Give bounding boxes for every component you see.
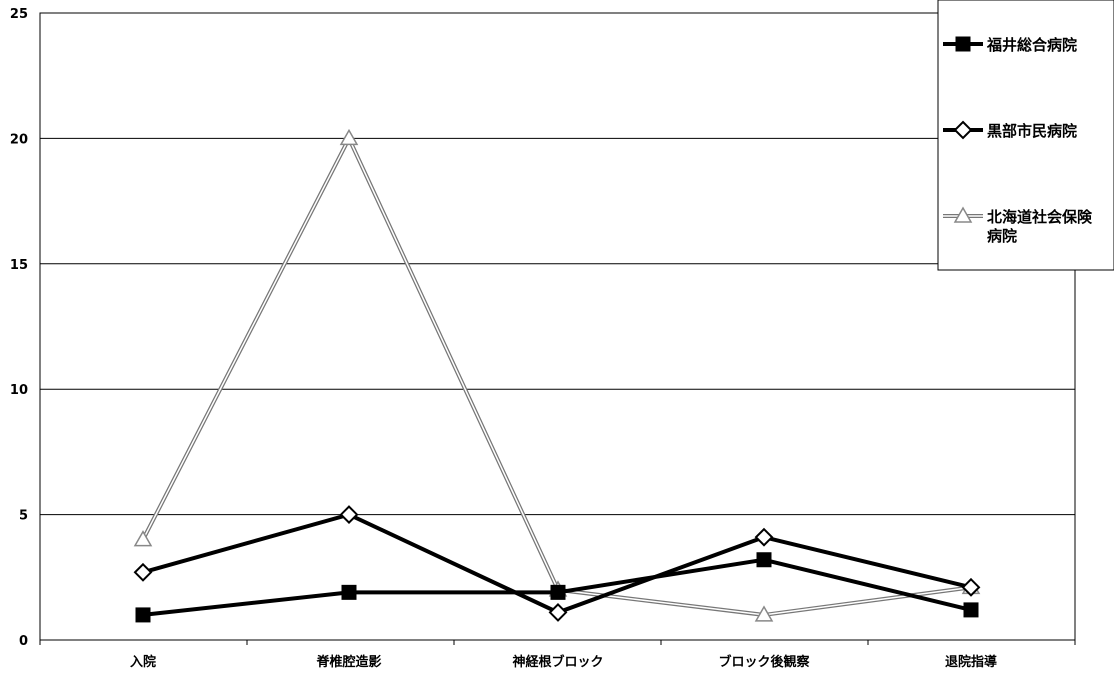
- x-tick-label: 神経根ブロック: [512, 654, 603, 670]
- gridlines: [40, 12, 1075, 641]
- y-axis: 0 5 10 15 20 25: [10, 7, 28, 649]
- y-tick-label: 10: [10, 383, 28, 398]
- data-point: [756, 552, 772, 568]
- legend-label: 福井総合病院: [986, 36, 1077, 54]
- legend-swatch-marker: [953, 120, 973, 140]
- series-2: [133, 128, 981, 622]
- series-1: [133, 505, 981, 622]
- data-point: [133, 530, 153, 547]
- data-point: [754, 527, 774, 547]
- x-tick-label: 入院: [130, 654, 156, 670]
- data-point: [341, 584, 357, 600]
- x-tick-label: 退院指導: [945, 654, 997, 670]
- data-point: [339, 505, 359, 525]
- series-0: [135, 552, 979, 623]
- y-tick-label: 5: [19, 509, 28, 524]
- legend-label: 病院: [987, 227, 1017, 245]
- series-line: [142, 136, 972, 616]
- data-point: [135, 607, 151, 623]
- data-point: [550, 584, 566, 600]
- series-line-outline: [141, 133, 972, 617]
- y-tick-label: 15: [10, 258, 28, 273]
- legend-label: 北海道社会保険: [987, 208, 1093, 226]
- x-tick-label: ブロック後観察: [718, 654, 810, 670]
- data-point: [963, 602, 979, 618]
- y-tick-label: 25: [10, 7, 28, 22]
- data-point: [133, 562, 153, 582]
- y-tick-label: 20: [10, 132, 28, 147]
- x-axis: 入院 脊椎腔造影 神経根ブロック ブロック後観察 退院指導: [39, 640, 1076, 670]
- data-point: [754, 605, 774, 622]
- data-point: [961, 577, 981, 597]
- legend-label: 黒部市民病院: [987, 122, 1077, 140]
- data-point: [548, 602, 568, 622]
- data-point: [339, 128, 359, 146]
- legend-swatch-marker: [953, 206, 973, 223]
- y-tick-label: 0: [19, 634, 28, 649]
- plot-area-frame: [39, 12, 1076, 641]
- legend-swatch-marker: [955, 36, 971, 52]
- x-tick-label: 脊椎腔造影: [315, 654, 381, 670]
- series-group: [133, 128, 981, 623]
